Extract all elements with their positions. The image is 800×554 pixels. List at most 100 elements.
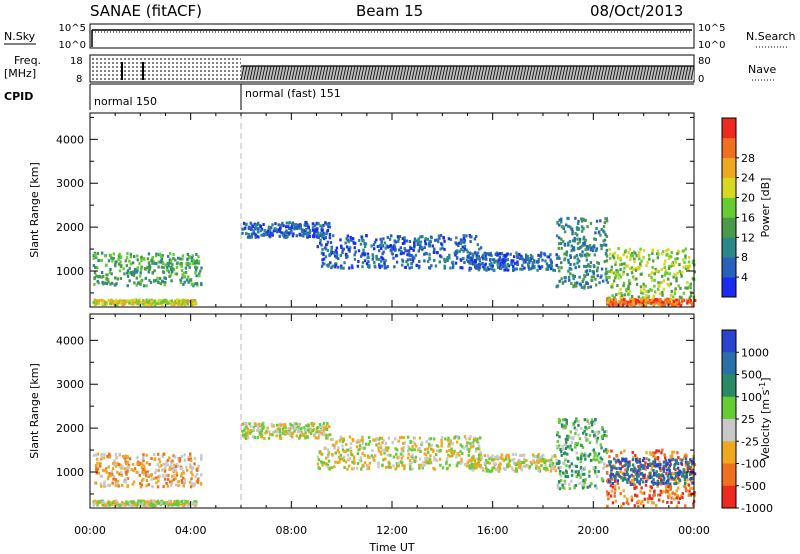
y-tick-label: 1000 xyxy=(56,466,84,479)
data-cell xyxy=(630,271,634,275)
data-cell xyxy=(637,257,641,261)
data-cell xyxy=(633,260,636,264)
data-cell xyxy=(413,448,416,452)
data-cell xyxy=(563,443,567,447)
data-cell xyxy=(642,491,646,495)
data-cell xyxy=(251,435,255,439)
data-cell xyxy=(113,459,116,463)
data-cell xyxy=(384,441,388,445)
data-cell xyxy=(630,251,634,255)
data-cell xyxy=(494,455,497,459)
data-cell xyxy=(594,417,597,421)
data-cell xyxy=(639,247,642,251)
data-cell xyxy=(612,279,616,283)
data-cell xyxy=(330,466,333,470)
data-cell xyxy=(380,244,384,248)
data-cell xyxy=(192,258,195,262)
data-cell xyxy=(663,273,667,277)
data-cell xyxy=(662,279,666,283)
data-cell xyxy=(396,461,400,465)
data-cell xyxy=(497,465,501,469)
data-cell xyxy=(555,444,559,448)
data-cell xyxy=(482,468,485,472)
data-cell xyxy=(145,484,148,488)
data-cell xyxy=(600,244,604,248)
data-cell xyxy=(662,489,665,493)
data-cell xyxy=(433,455,436,459)
data-cell xyxy=(589,246,593,250)
data-cell xyxy=(668,460,672,464)
nave-hatch xyxy=(396,65,401,81)
data-cell xyxy=(153,477,156,481)
data-cell xyxy=(372,243,376,247)
data-cell xyxy=(287,221,291,225)
data-cell xyxy=(486,468,490,472)
data-cell xyxy=(581,431,585,435)
data-cell xyxy=(656,456,660,460)
data-cell xyxy=(92,503,95,507)
data-cell xyxy=(650,467,654,471)
data-cell xyxy=(685,489,688,493)
noise-tick-left-top: 10^5 xyxy=(59,23,86,34)
data-cell xyxy=(652,295,656,299)
data-cell xyxy=(200,454,203,458)
colorbar-swatch xyxy=(722,396,736,420)
data-cell xyxy=(520,254,523,258)
data-cell xyxy=(349,235,352,239)
data-cell xyxy=(614,460,618,464)
data-cell xyxy=(184,270,188,274)
data-cell xyxy=(650,462,654,466)
data-cell xyxy=(652,468,655,472)
data-cell xyxy=(366,265,370,269)
data-cell xyxy=(379,450,382,454)
data-cell xyxy=(656,269,659,273)
data-cell xyxy=(583,429,586,433)
data-cell xyxy=(515,463,518,467)
data-cell xyxy=(686,461,689,465)
data-cell xyxy=(312,427,316,431)
data-cell xyxy=(416,448,420,452)
data-cell xyxy=(353,241,357,245)
data-cell xyxy=(352,466,356,470)
data-cell xyxy=(567,241,570,245)
data-cell xyxy=(387,446,390,450)
data-cell xyxy=(583,243,587,247)
data-cell xyxy=(109,282,112,286)
data-cell xyxy=(298,427,302,431)
data-cell xyxy=(156,499,160,503)
data-cell xyxy=(639,285,643,289)
data-cell xyxy=(121,483,124,487)
data-cell xyxy=(467,256,471,260)
data-cell xyxy=(169,465,172,469)
data-cell xyxy=(167,501,170,505)
data-cell xyxy=(396,239,400,243)
data-cell xyxy=(180,454,184,458)
data-cell xyxy=(565,421,568,425)
data-cell xyxy=(686,466,689,470)
nave-hatch xyxy=(399,65,404,81)
data-cell xyxy=(129,255,133,259)
data-cell xyxy=(150,457,153,461)
y-tick-label: 2000 xyxy=(56,221,84,234)
data-cell xyxy=(652,451,655,455)
data-cell xyxy=(95,457,99,461)
nave-hatch xyxy=(258,65,263,81)
data-cell xyxy=(165,460,168,464)
data-cell xyxy=(192,284,195,288)
data-cell xyxy=(188,262,192,266)
data-cell xyxy=(594,231,597,235)
data-cell xyxy=(618,460,621,464)
data-cell xyxy=(108,452,111,456)
data-cell xyxy=(148,462,151,466)
data-cell xyxy=(110,272,113,276)
data-cell xyxy=(160,300,163,304)
data-cell xyxy=(477,453,481,457)
nave-hatch xyxy=(405,65,410,81)
data-cell xyxy=(461,445,464,449)
data-cell xyxy=(143,472,146,476)
data-cell xyxy=(126,455,129,459)
data-cell xyxy=(605,434,608,438)
data-cell xyxy=(271,231,274,235)
data-cell xyxy=(335,255,338,259)
data-cell xyxy=(551,465,555,469)
